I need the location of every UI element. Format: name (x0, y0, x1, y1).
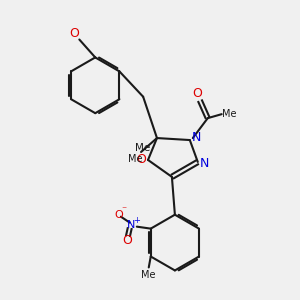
Text: ⁻: ⁻ (121, 206, 126, 216)
Text: O: O (136, 154, 146, 166)
Text: O: O (69, 27, 79, 40)
Text: Me: Me (135, 143, 151, 153)
Text: Me: Me (140, 270, 155, 280)
Text: O: O (192, 87, 202, 100)
Text: N: N (127, 220, 135, 230)
Text: Me: Me (222, 109, 237, 119)
Text: O: O (122, 234, 132, 247)
Text: +: + (134, 216, 140, 225)
Text: N: N (200, 158, 209, 170)
Text: Me: Me (128, 154, 142, 164)
Text: N: N (192, 130, 202, 144)
Text: O: O (115, 210, 123, 220)
